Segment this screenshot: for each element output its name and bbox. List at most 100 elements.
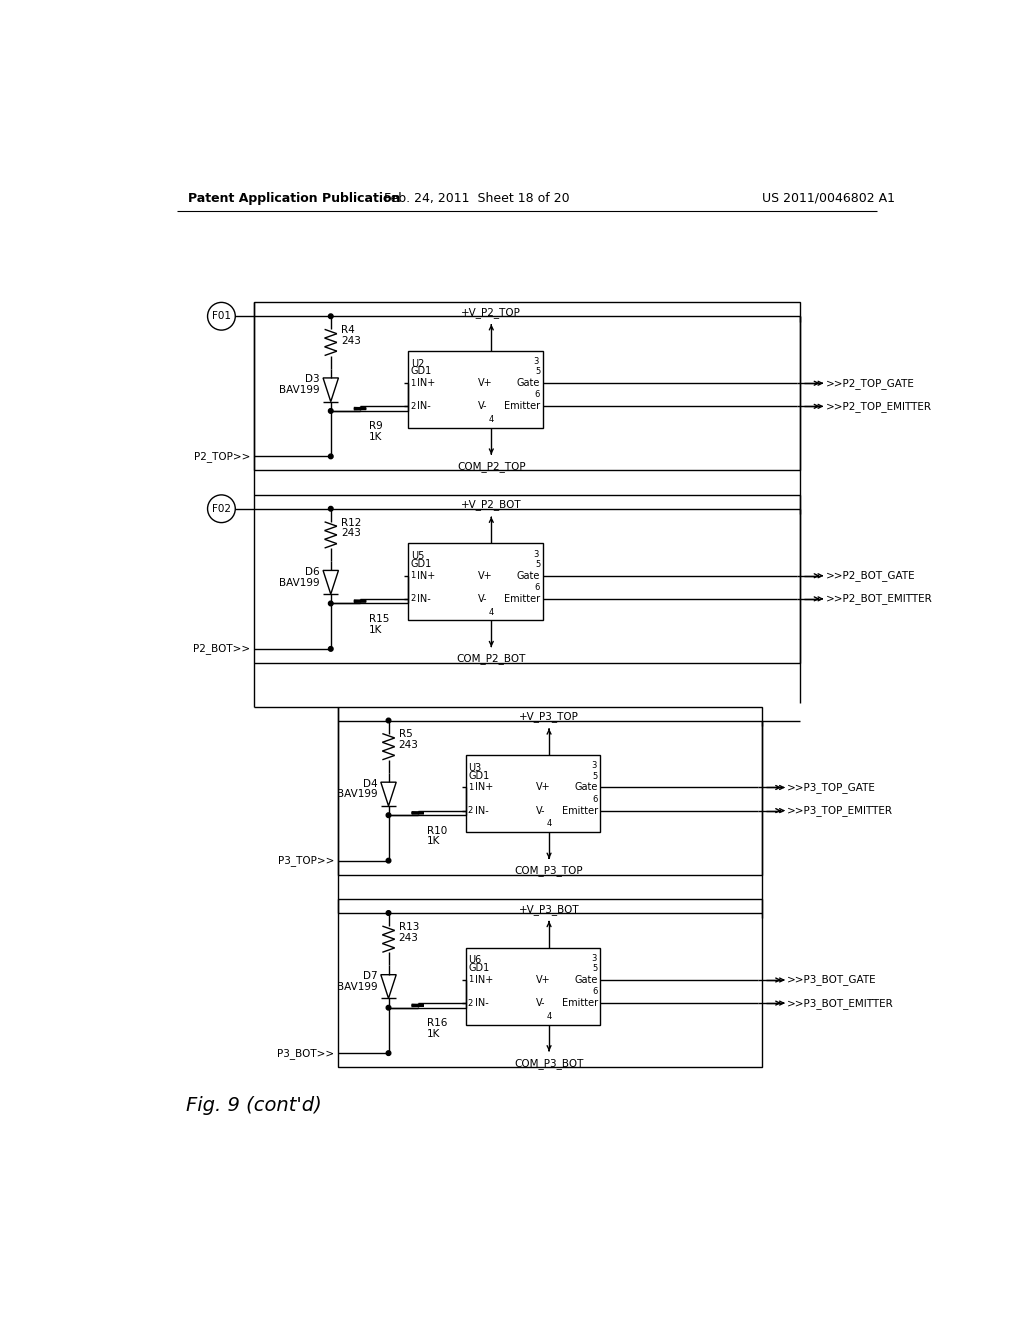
Text: GD1: GD1 [469, 771, 489, 780]
Text: US 2011/0046802 A1: US 2011/0046802 A1 [762, 191, 895, 205]
Text: >>P3_BOT_EMITTER: >>P3_BOT_EMITTER [787, 998, 894, 1008]
Text: 1K: 1K [427, 1028, 440, 1039]
Text: 3: 3 [591, 954, 596, 962]
Text: R9: R9 [370, 421, 383, 432]
Text: V+: V+ [478, 570, 493, 581]
Bar [254, 495, 801, 663]
Text: IN+: IN+ [475, 783, 493, 792]
Text: +V_P2_TOP: +V_P2_TOP [462, 306, 521, 318]
Text: 6: 6 [593, 987, 598, 997]
Text: P2_TOP>>: P2_TOP>> [194, 451, 250, 462]
Text: >>P3_BOT_GATE: >>P3_BOT_GATE [787, 974, 877, 986]
Text: F01: F01 [212, 312, 231, 321]
Text: U5: U5 [411, 552, 424, 561]
Text: V-: V- [536, 998, 545, 1008]
Text: 5: 5 [535, 560, 541, 569]
Text: V+: V+ [478, 379, 493, 388]
Text: COM_P3_BOT: COM_P3_BOT [514, 1057, 584, 1069]
Text: GD1: GD1 [411, 367, 432, 376]
Text: D7: D7 [364, 972, 378, 981]
Circle shape [386, 1006, 391, 1010]
Text: D6: D6 [305, 566, 319, 577]
Bar [254, 302, 801, 470]
Text: 6: 6 [593, 795, 598, 804]
Text: R16: R16 [427, 1018, 447, 1028]
Text: IN+: IN+ [417, 570, 435, 581]
Text: 4: 4 [488, 414, 494, 424]
Text: 5: 5 [535, 367, 541, 376]
Text: >>P3_TOP_GATE: >>P3_TOP_GATE [787, 781, 877, 793]
Text: Emitter: Emitter [562, 805, 598, 816]
Text: R4: R4 [341, 325, 354, 335]
Text: Emitter: Emitter [504, 401, 541, 412]
Text: 6: 6 [535, 391, 541, 400]
Text: Emitter: Emitter [562, 998, 598, 1008]
Text: 3: 3 [534, 549, 539, 558]
Text: >>P3_TOP_EMITTER: >>P3_TOP_EMITTER [787, 805, 893, 816]
Text: 243: 243 [341, 528, 360, 539]
Text: IN-: IN- [417, 401, 431, 412]
Text: +V_P3_BOT: +V_P3_BOT [519, 904, 580, 915]
Text: 243: 243 [341, 335, 360, 346]
Text: P3_TOP>>: P3_TOP>> [279, 855, 335, 866]
Text: 6: 6 [535, 583, 541, 591]
Text: D4: D4 [364, 779, 378, 788]
Text: U6: U6 [469, 956, 482, 965]
Text: U3: U3 [469, 763, 482, 772]
Text: 1K: 1K [427, 837, 440, 846]
Text: 3: 3 [534, 358, 539, 366]
Text: V-: V- [478, 401, 487, 412]
Text: 1: 1 [410, 379, 416, 388]
Text: 1K: 1K [370, 432, 383, 442]
Circle shape [329, 314, 333, 318]
Circle shape [329, 454, 333, 459]
Text: IN-: IN- [417, 594, 431, 603]
Text: COM_P3_TOP: COM_P3_TOP [515, 866, 584, 876]
Text: >>P2_BOT_EMITTER: >>P2_BOT_EMITTER [826, 594, 933, 605]
Text: 4: 4 [547, 820, 552, 829]
Text: P3_BOT>>: P3_BOT>> [278, 1048, 335, 1059]
Text: R10: R10 [427, 825, 447, 836]
Text: 4: 4 [488, 607, 494, 616]
Text: R5: R5 [398, 730, 413, 739]
Text: Emitter: Emitter [504, 594, 541, 603]
Text: 2: 2 [468, 807, 473, 814]
Text: 1: 1 [468, 975, 473, 985]
Text: COM_P2_TOP: COM_P2_TOP [457, 461, 525, 473]
Circle shape [329, 647, 333, 651]
Text: IN-: IN- [475, 805, 488, 816]
Circle shape [329, 601, 333, 606]
Text: V-: V- [478, 594, 487, 603]
Text: 1: 1 [468, 783, 473, 792]
Text: Gate: Gate [574, 783, 598, 792]
Text: BAV199: BAV199 [337, 789, 378, 800]
Circle shape [329, 507, 333, 511]
Text: R13: R13 [398, 921, 419, 932]
Circle shape [386, 858, 391, 863]
Text: 243: 243 [398, 741, 419, 750]
Text: V-: V- [536, 805, 545, 816]
Text: U2: U2 [411, 359, 424, 368]
Text: 5: 5 [593, 772, 598, 780]
Bar [339, 899, 762, 1067]
Text: V+: V+ [536, 975, 550, 985]
Circle shape [386, 911, 391, 915]
Text: V+: V+ [536, 783, 550, 792]
Text: BAV199: BAV199 [280, 385, 319, 395]
Text: 2: 2 [410, 401, 416, 411]
Text: R12: R12 [341, 517, 361, 528]
Bar [339, 706, 762, 874]
Text: D3: D3 [305, 375, 319, 384]
Text: Feb. 24, 2011  Sheet 18 of 20: Feb. 24, 2011 Sheet 18 of 20 [384, 191, 570, 205]
Text: 4: 4 [547, 1012, 552, 1020]
Text: 3: 3 [591, 762, 596, 771]
Text: 1: 1 [410, 572, 416, 581]
Text: >>P2_BOT_GATE: >>P2_BOT_GATE [826, 570, 915, 581]
Text: Gate: Gate [517, 570, 541, 581]
Text: IN+: IN+ [475, 975, 493, 985]
Text: F02: F02 [212, 504, 231, 513]
Text: R15: R15 [370, 614, 390, 624]
Text: GD1: GD1 [411, 558, 432, 569]
Bar [408, 351, 543, 428]
Text: >>P2_TOP_EMITTER: >>P2_TOP_EMITTER [826, 401, 932, 412]
